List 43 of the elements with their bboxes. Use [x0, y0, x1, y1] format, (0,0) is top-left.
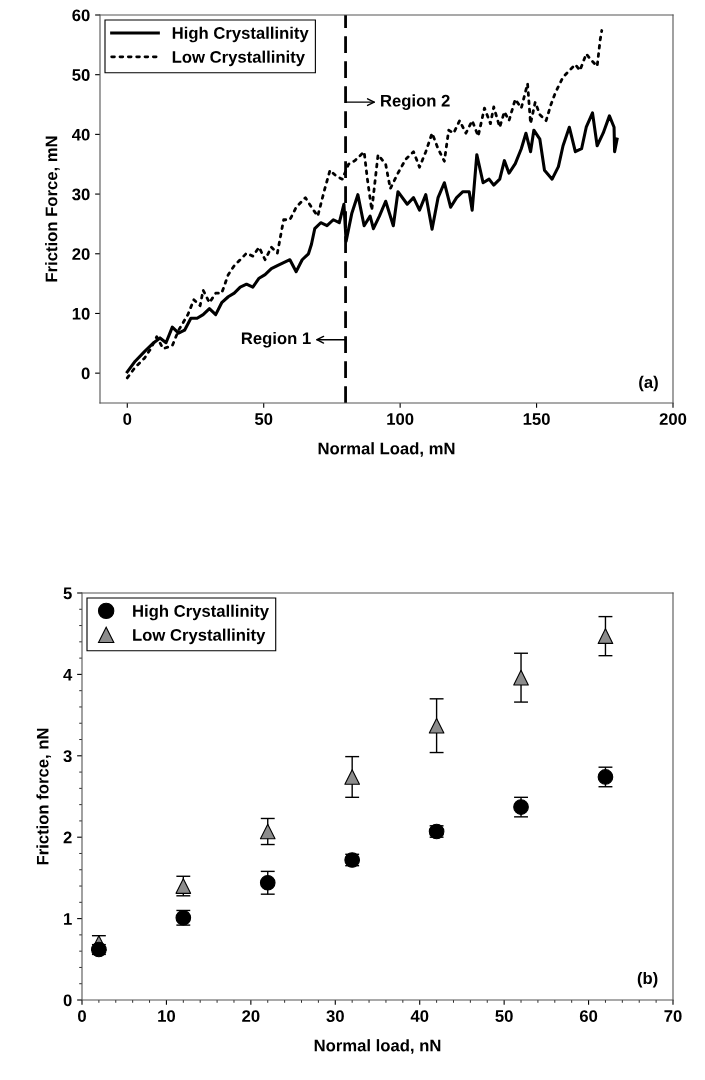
- annotation: Region 2: [381, 94, 450, 110]
- legend-label: Low Crystallinity: [172, 50, 305, 67]
- legend-label: High Crystallinity: [133, 604, 269, 621]
- point: [513, 669, 529, 686]
- point: [344, 769, 361, 785]
- x-tick-label: 150: [523, 413, 550, 425]
- x-axis-title: Normal load, nN: [314, 1039, 441, 1054]
- y-tick-label: 20: [72, 248, 90, 260]
- y-tick-label: 30: [72, 188, 90, 201]
- annotation: (b): [637, 971, 658, 988]
- y-tick-label: 0: [63, 994, 72, 1007]
- x-tick-label: 200: [659, 413, 687, 425]
- y-tick-label: 50: [72, 69, 90, 81]
- y-tick-label: 5: [63, 587, 72, 600]
- legend-label: Low Crystallinity: [133, 628, 266, 645]
- point: [259, 874, 276, 891]
- x-tick-label: 100: [387, 413, 414, 425]
- annotation: Region 1: [241, 331, 311, 348]
- y-tick-label: 10: [72, 307, 90, 320]
- legend-label: High Crystallinity: [172, 26, 309, 43]
- x-tick-label: 60: [579, 1010, 598, 1022]
- y-tick-label: 2: [63, 831, 72, 844]
- y-tick-label: 4: [63, 668, 73, 681]
- point: [428, 717, 445, 734]
- x-axis-title: Normal Load, mN: [318, 442, 455, 457]
- point: [259, 823, 276, 840]
- y-tick-label: 40: [71, 128, 90, 141]
- x-tick-label: 10: [158, 1010, 176, 1022]
- x-tick-label: 40: [410, 1010, 429, 1022]
- x-tick-label: 20: [242, 1010, 260, 1022]
- y-tick-label: 0: [81, 367, 90, 380]
- x-tick-label: 70: [664, 1010, 682, 1022]
- y-tick-label: 1: [64, 913, 72, 925]
- y-tick-label: 3: [63, 750, 72, 763]
- y-axis-title: Friction force, nN: [36, 728, 52, 865]
- x-tick-label: 0: [123, 413, 132, 425]
- y-tick-label: 60: [72, 9, 90, 22]
- x-tick-label: 50: [495, 1010, 513, 1022]
- annotation: (a): [639, 375, 658, 392]
- x-tick-label: 30: [326, 1010, 344, 1022]
- point: [597, 628, 614, 644]
- y-axis-title: Friction Force, mN: [45, 136, 60, 282]
- x-tick-label: 50: [254, 413, 273, 425]
